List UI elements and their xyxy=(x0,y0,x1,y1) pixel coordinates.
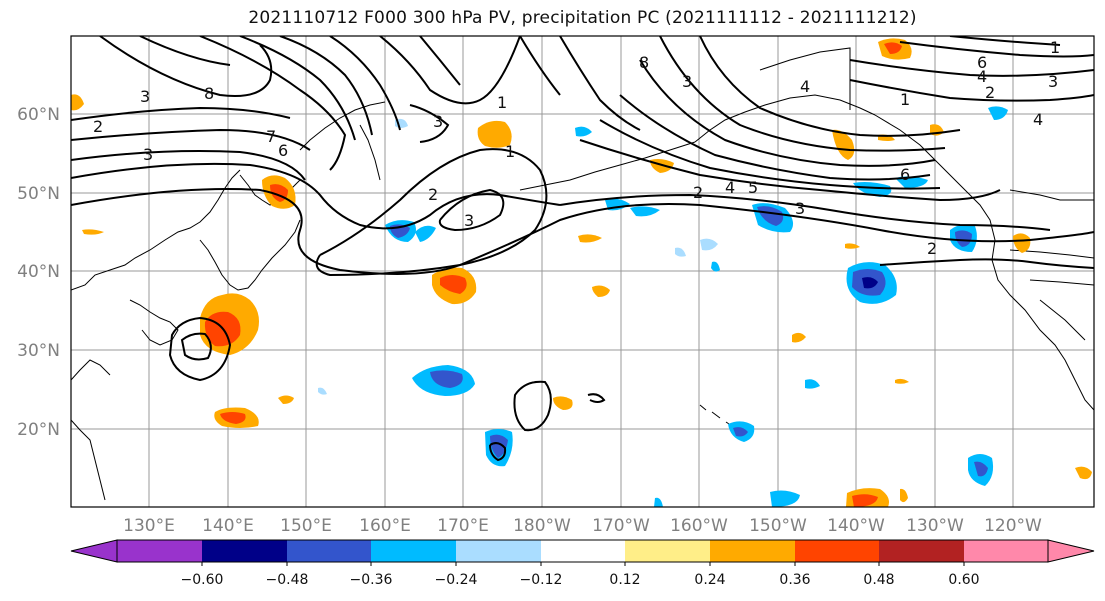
colorbar-swatch xyxy=(371,540,456,562)
contour-label: 3 xyxy=(143,145,153,164)
lat-label-20: 20°N xyxy=(17,420,60,440)
colorbar-swatch xyxy=(964,540,1048,562)
colorbar-tick-label: 0.36 xyxy=(779,572,810,588)
contour-label: 3 xyxy=(140,87,150,106)
contour-label: 4 xyxy=(1033,110,1043,129)
colorbar-extend-low xyxy=(70,539,118,563)
longitude-axis: 130°E 140°E 150°E 160°E 170°E 180°W 170°… xyxy=(123,516,1042,536)
colorbar-swatch xyxy=(117,540,202,562)
contour-label: 2 xyxy=(927,239,937,258)
lon-label: 170°W xyxy=(592,516,650,536)
contour-label: 1 xyxy=(1050,38,1060,57)
colorbar-swatch xyxy=(456,540,541,562)
lon-label: 150°E xyxy=(280,516,332,536)
contour-label: 1 xyxy=(900,90,910,109)
lat-label-60: 60°N xyxy=(17,105,60,125)
gridlines xyxy=(71,36,1094,507)
colorbar-swatch xyxy=(541,540,626,562)
contour-label: 6 xyxy=(278,141,288,160)
contour-label: 2 xyxy=(93,117,103,136)
colorbar-swatch xyxy=(795,540,880,562)
colorbar-tick-label: 0.60 xyxy=(948,572,979,588)
colorbar-swatch xyxy=(710,540,795,562)
colorbar-tick-label: −0.12 xyxy=(520,572,563,588)
colorbar-tick-label: −0.48 xyxy=(266,572,309,588)
contour-label: 3 xyxy=(1048,72,1058,91)
contour-label: 3 xyxy=(682,72,692,91)
colorbar-swatch xyxy=(625,540,710,562)
contour-label: 4 xyxy=(725,178,735,197)
colorbar-extend-high xyxy=(1047,539,1095,563)
lon-label: 180°W xyxy=(513,516,571,536)
contour-label: 1 xyxy=(497,93,507,112)
contour-label: 4 xyxy=(977,67,987,86)
coastlines xyxy=(71,47,1094,501)
contour-label: 3 xyxy=(464,211,474,230)
contour-label: 8 xyxy=(204,84,214,103)
lon-label: 160°E xyxy=(359,516,411,536)
contour-label: 8 xyxy=(639,53,649,72)
contour-label: 2 xyxy=(985,83,995,102)
colorbar-tick-label: −0.60 xyxy=(181,572,224,588)
colorbar-swatch xyxy=(202,540,287,562)
lon-label: 130°W xyxy=(906,516,964,536)
contour-label: 5 xyxy=(748,178,758,197)
figure-title: 2021110712 F000 300 hPa PV, precipitatio… xyxy=(248,8,917,28)
colorbar-tick-label: −0.24 xyxy=(435,572,478,588)
contour-label: 3 xyxy=(795,199,805,218)
contour-label: 3 xyxy=(433,112,443,131)
colorbar-tick-label: 0.48 xyxy=(863,572,894,588)
contour-label: 4 xyxy=(800,77,810,96)
lon-label: 140°E xyxy=(202,516,254,536)
pv-contours xyxy=(71,36,1094,462)
lon-label: 160°W xyxy=(670,516,728,536)
pv-contour-labels: 8 3 2 7 6 3 1 3 2 3 1 8 3 2 4 5 3 6 4 1 … xyxy=(93,38,1060,258)
colorbar-tick-label: 0.12 xyxy=(609,572,640,588)
colorbar-swatch xyxy=(287,540,372,562)
contour-label: 6 xyxy=(900,165,910,184)
lat-label-50: 50°N xyxy=(17,184,60,204)
colorbar: −0.60 −0.48 −0.36 −0.24 −0.12 0.12 0.24 … xyxy=(70,539,1095,588)
contour-label: 2 xyxy=(693,183,703,202)
contour-label: 7 xyxy=(266,127,276,146)
lon-label: 150°W xyxy=(749,516,807,536)
colorbar-swatch xyxy=(879,540,964,562)
lon-label: 130°E xyxy=(123,516,175,536)
contour-label: 2 xyxy=(428,185,438,204)
lon-label: 120°W xyxy=(984,516,1042,536)
colorbar-tick-label: −0.36 xyxy=(350,572,393,588)
lat-label-40: 40°N xyxy=(17,262,60,282)
contour-label: 6 xyxy=(977,53,987,72)
latitude-axis: 60°N 50°N 40°N 30°N 20°N xyxy=(17,105,60,440)
map-frame xyxy=(70,35,1095,508)
contour-label: 1 xyxy=(505,142,515,161)
lon-label: 140°W xyxy=(827,516,885,536)
colorbar-tick-label: 0.24 xyxy=(694,572,725,588)
lon-label: 170°E xyxy=(437,516,489,536)
lat-label-30: 30°N xyxy=(17,341,60,361)
